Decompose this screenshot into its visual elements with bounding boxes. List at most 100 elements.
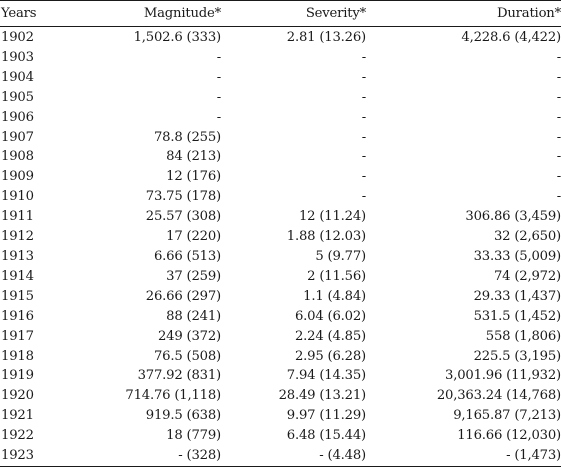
cell-duration: - <box>556 69 561 85</box>
cell-year: 1914 <box>1 268 34 284</box>
cell-magnitude: 919.5 (638) <box>145 408 221 424</box>
table-row: 1917 249 (372) 2.24 (4.85) 558 (1,806) <box>0 327 561 347</box>
cell-magnitude: 1,502.6 (333) <box>133 30 222 45</box>
cell-year: 1922 <box>1 428 34 444</box>
cell-duration: - <box>556 189 561 205</box>
table-row: 1910 73.75 (178) - - <box>0 187 561 207</box>
cell-magnitude: 84 (213) <box>166 149 221 165</box>
cell-severity: - <box>361 189 366 205</box>
cell-duration: 3,001.96 (11,932) <box>445 368 561 384</box>
header-row: Years Magnitude* Severity* Duration* <box>0 0 561 27</box>
cell-year: 1913 <box>1 248 34 264</box>
header-severity: Severity* <box>221 0 366 27</box>
cell-duration: 225.5 (3,195) <box>473 348 561 364</box>
table-row: 1916 88 (241) 6.04 (6.02) 531.5 (1,452) <box>0 307 561 327</box>
cell-severity: 5 (9.77) <box>315 248 366 264</box>
cell-magnitude: - <box>216 69 221 85</box>
cell-magnitude: 17 (220) <box>166 229 221 245</box>
cell-magnitude: 76.5 (508) <box>153 348 221 364</box>
cell-duration: 33.33 (5,009) <box>473 248 561 264</box>
cell-year: 1910 <box>1 189 34 205</box>
cell-duration: - <box>556 149 561 165</box>
cell-year: 1906 <box>1 109 34 125</box>
table-row: 1913 6.66 (513) 5 (9.77) 33.33 (5,009) <box>0 247 561 267</box>
cell-severity: 1.1 (4.84) <box>303 288 366 304</box>
cell-severity: - <box>361 89 366 105</box>
cell-duration: - (1,473) <box>366 446 561 467</box>
cell-severity: 2.24 (4.85) <box>294 328 366 344</box>
cell-severity: 6.48 (15.44) <box>286 428 366 444</box>
cell-duration: - <box>556 169 561 185</box>
cell-magnitude: - <box>216 109 221 125</box>
cell-duration: 29.33 (1,437) <box>473 288 561 304</box>
cell-year: 1903 <box>1 49 34 65</box>
cell-severity: 6.04 (6.02) <box>294 308 366 324</box>
cell-severity: - <box>361 129 366 145</box>
cell-severity: 2 (11.56) <box>307 268 366 284</box>
cell-magnitude: 377.92 (831) <box>137 368 222 384</box>
cell-severity: - <box>361 69 366 85</box>
cell-duration: 531.5 (1,452) <box>473 308 561 324</box>
cell-year: 1921 <box>1 408 34 424</box>
cell-duration: 4,228.6 (4,422) <box>461 30 561 45</box>
cell-year: 1909 <box>1 169 34 185</box>
cell-severity: 12 (11.24) <box>298 209 366 225</box>
cell-magnitude: 37 (259) <box>166 268 221 284</box>
table-row: 1922 18 (779) 6.48 (15.44) 116.66 (12,030) <box>0 426 561 446</box>
cell-severity: 7.94 (14.35) <box>286 368 366 384</box>
cell-duration: 9,165.87 (7,213) <box>453 408 561 424</box>
header-years: Years <box>0 0 63 27</box>
table-row: 1919 377.92 (831) 7.94 (14.35) 3,001.96 (11… <box>0 366 561 386</box>
cell-magnitude: - <box>216 49 221 65</box>
cell-severity: - <box>361 169 366 185</box>
table-row: 1911 25.57 (308) 12 (11.24) 306.86 (3,459) <box>0 207 561 227</box>
table-row: 1923- (328) - (4.48) - (1,473) <box>0 446 561 467</box>
cell-severity: 2.81 (13.26) <box>286 30 366 45</box>
cell-year: 1911 <box>1 209 34 225</box>
cell-duration: 116.66 (12,030) <box>457 428 561 444</box>
cell-year: 1915 <box>1 288 34 304</box>
cell-magnitude: 249 (372) <box>157 328 221 344</box>
cell-magnitude: 714.76 (1,118) <box>125 388 221 404</box>
cell-magnitude: 6.66 (513) <box>153 248 221 264</box>
header-duration: Duration* <box>366 0 561 27</box>
cell-severity: - (4.48) <box>221 446 366 467</box>
cell-year: 1919 <box>1 368 34 384</box>
table-row: 1921 919.5 (638) 9.97 (11.29) 9,165.87 (7,2… <box>0 406 561 426</box>
table-row: 1918 76.5 (508) 2.95 (6.28) 225.5 (3,195) <box>0 347 561 367</box>
cell-magnitude: 78.8 (255) <box>153 129 221 145</box>
cell-severity: - <box>361 149 366 165</box>
table-row: 1908 84 (213) - - <box>0 147 561 167</box>
cell-severity: 1.88 (12.03) <box>286 229 366 245</box>
cell-magnitude: 18 (779) <box>166 428 221 444</box>
cell-severity: - <box>361 49 366 65</box>
table-row: 1912 17 (220) 1.88 (12.03) 32 (2,650) <box>0 227 561 247</box>
cell-duration: - <box>556 49 561 65</box>
table-row: 1904 - - - <box>0 68 561 88</box>
cell-year: 1904 <box>1 69 34 85</box>
cell-magnitude: 88 (241) <box>166 308 221 324</box>
cell-magnitude: 25.57 (308) <box>145 209 221 225</box>
cell-duration: - <box>556 129 561 145</box>
cell-year: 1908 <box>1 149 34 165</box>
cell-duration: - <box>556 89 561 105</box>
table-header: Years Magnitude* Severity* Duration* <box>0 0 561 27</box>
cell-year: 1905 <box>1 89 34 105</box>
table-row: 1907 78.8 (255) - - <box>0 128 561 148</box>
cell-year: 1917 <box>1 328 34 344</box>
cell-year: 1902 <box>1 30 34 45</box>
cell-year: 1912 <box>1 229 34 245</box>
table-row: 1906 - - - <box>0 108 561 128</box>
cell-year: 1923 <box>0 446 63 467</box>
table-row: 1920 714.76 (1,118) 28.49 (13.21) 20,363.24… <box>0 386 561 406</box>
cell-duration: 32 (2,650) <box>493 229 561 245</box>
header-magnitude: Magnitude* <box>63 0 221 27</box>
cell-magnitude: 26.66 (297) <box>145 288 221 304</box>
cell-magnitude: - (328) <box>63 446 221 467</box>
cell-duration: - <box>556 109 561 125</box>
cell-duration: 74 (2,972) <box>493 268 561 284</box>
cell-severity: 9.97 (11.29) <box>286 408 366 424</box>
table-row: 1902 1,502.6 (333) 2.81 (13.26) 4,228.6 (4,… <box>0 27 561 48</box>
